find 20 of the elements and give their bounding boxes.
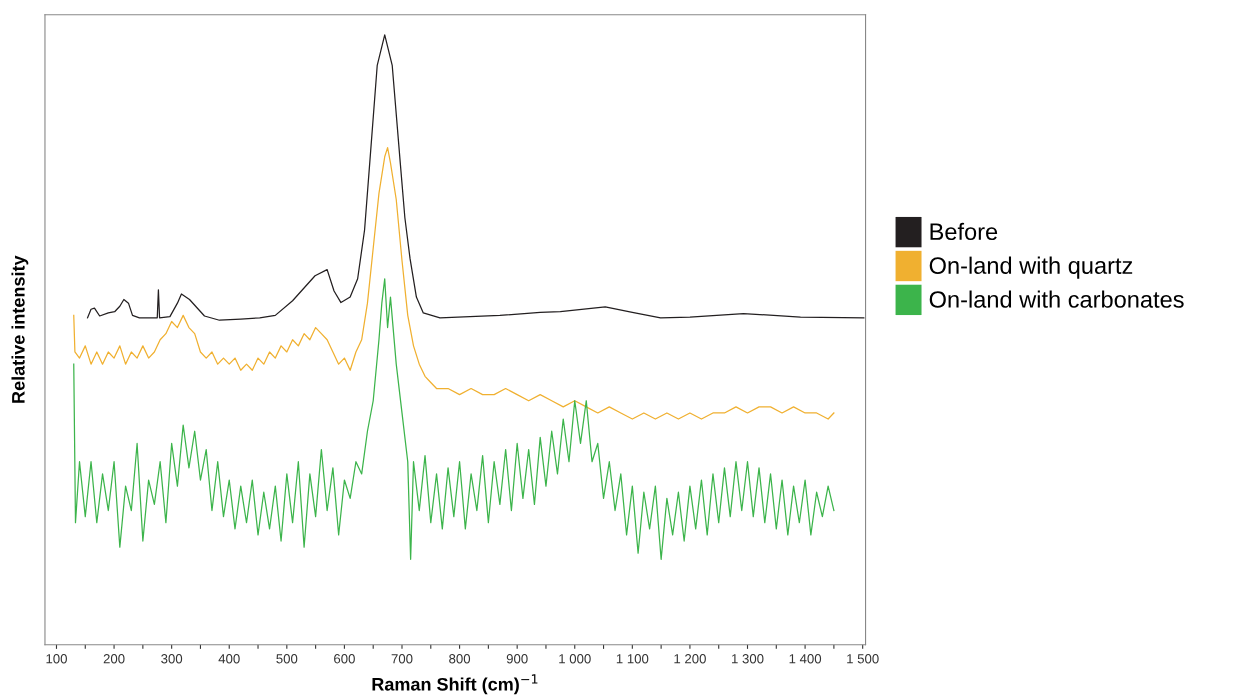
x-tick-label: 500	[276, 654, 298, 664]
x-tick-label: 1 300	[732, 654, 764, 664]
x-tick-label: 1 500	[847, 654, 879, 664]
x-tick-label: 1 200	[674, 654, 706, 664]
legend-label: On-land with carbonates	[929, 290, 1184, 308]
x-axis-title: Raman Shift (cm)$^{−1}$	[372, 674, 538, 695]
legend-label: On-land with quartz	[929, 256, 1133, 279]
x-tick-label: 1 400	[789, 654, 822, 664]
x-tick-label: 1 100	[616, 654, 649, 664]
y-axis-title: Relative intensity	[11, 255, 29, 403]
x-tick-label: 300	[161, 654, 183, 664]
x-tick-label: 800	[449, 654, 471, 664]
x-tick-label: 100	[46, 654, 67, 664]
x-tick-label: 600	[334, 654, 355, 664]
x-tick-label: 700	[391, 654, 413, 664]
x-tick-label: 200	[103, 654, 125, 664]
legend-label: Before	[930, 222, 998, 241]
x-tick-label: 900	[506, 654, 528, 664]
x-tick-label: 1 000	[559, 654, 591, 664]
x-tick-label: 400	[218, 654, 240, 664]
